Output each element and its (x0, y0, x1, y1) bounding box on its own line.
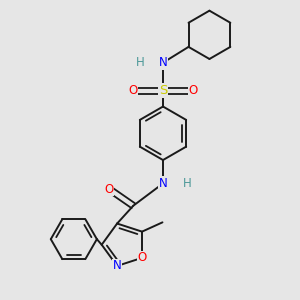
Text: H: H (136, 56, 145, 69)
Text: S: S (159, 84, 167, 97)
Text: O: O (104, 182, 114, 196)
Text: N: N (113, 260, 122, 272)
Text: O: O (188, 84, 197, 97)
Text: H: H (183, 177, 191, 190)
Text: N: N (159, 56, 167, 69)
Text: N: N (159, 177, 167, 190)
Text: O: O (137, 251, 147, 264)
Text: O: O (129, 84, 138, 97)
